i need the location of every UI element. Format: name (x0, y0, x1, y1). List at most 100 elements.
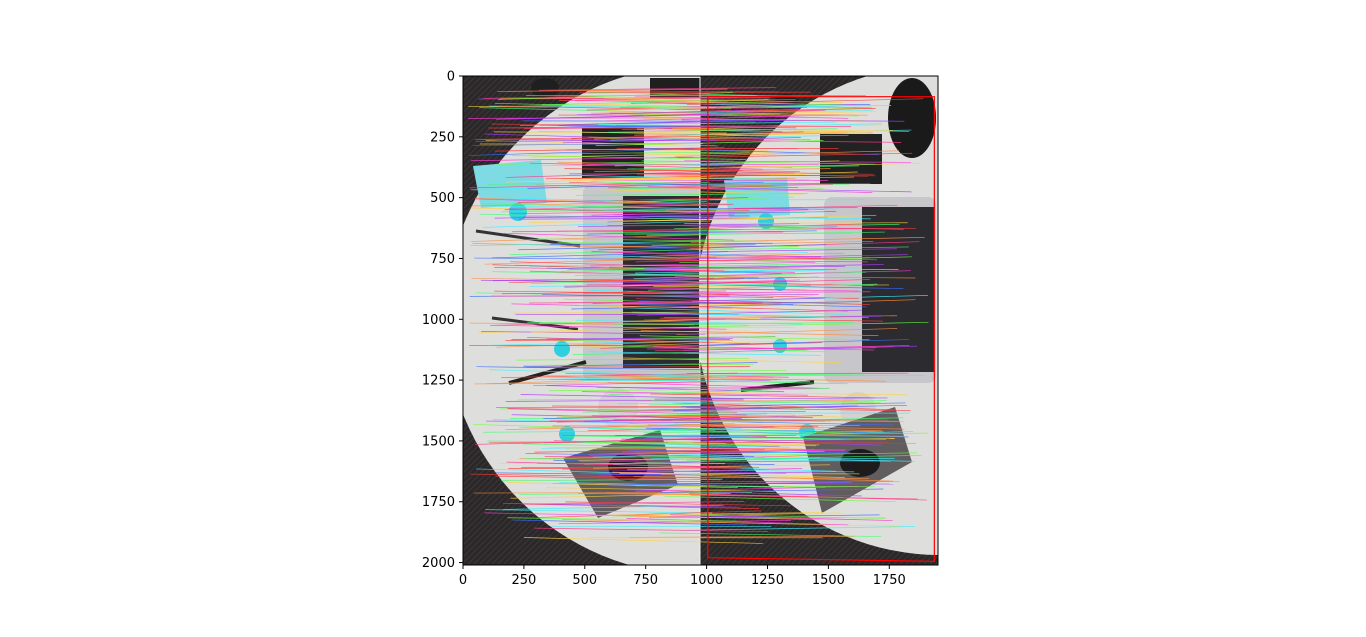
match-line (591, 414, 813, 418)
match-line (633, 476, 870, 480)
match-line (560, 370, 787, 373)
match-line (660, 474, 894, 482)
match-line (630, 103, 871, 105)
match-line (659, 317, 883, 322)
match-line (558, 520, 792, 525)
match-line (527, 321, 749, 326)
match-line (492, 277, 715, 282)
match-line (471, 277, 700, 283)
match-line (616, 252, 844, 260)
match-line (626, 518, 849, 526)
match-line (540, 376, 778, 381)
match-line (674, 150, 900, 157)
match-line (616, 183, 850, 190)
match-line (578, 456, 799, 461)
match-line (588, 136, 811, 140)
match-line (663, 315, 898, 318)
match-line (686, 246, 909, 251)
match-line (546, 487, 775, 492)
match-line (644, 264, 884, 270)
match-line (594, 435, 828, 440)
match-line (654, 397, 888, 400)
match-line (509, 248, 734, 256)
match-line (485, 140, 718, 147)
match-line (474, 197, 700, 205)
match-line (529, 162, 763, 170)
match-line (469, 322, 695, 326)
match-line (488, 181, 710, 185)
match-line (511, 155, 746, 160)
match-line (508, 467, 743, 469)
match-line (491, 251, 729, 259)
match-line (561, 412, 792, 417)
match-line (679, 256, 912, 263)
match-line (513, 311, 746, 314)
match-line (606, 114, 840, 122)
match-line (635, 256, 870, 263)
match-line (598, 244, 827, 251)
match-line (674, 270, 911, 277)
match-line (557, 161, 792, 168)
match-line (572, 349, 808, 356)
match-line (676, 328, 898, 335)
match-line (581, 175, 811, 181)
match-line (690, 299, 916, 307)
match-line (496, 339, 733, 348)
match-line (611, 512, 842, 518)
homography-box (707, 96, 935, 562)
match-line (607, 382, 829, 389)
match-line (474, 257, 698, 260)
match-lines (468, 87, 929, 544)
match-line (618, 307, 846, 315)
match-line (620, 287, 860, 292)
x-axis: 0 250 500 750 1000 1250 1500 1750 (459, 565, 906, 588)
match-line (571, 304, 794, 310)
y-tick-label: 1750 (422, 495, 455, 510)
match-line (648, 400, 887, 406)
match-line (607, 446, 847, 451)
match-line (523, 362, 758, 367)
match-line (635, 486, 858, 492)
match-line (690, 237, 925, 243)
match-line (570, 188, 803, 195)
match-line (481, 331, 706, 335)
marker-3 (559, 426, 575, 442)
match-line (585, 442, 817, 447)
matched-image (463, 76, 938, 565)
match-line (591, 251, 821, 258)
match-line (624, 232, 852, 235)
match-line (660, 488, 884, 493)
match-line (603, 357, 841, 364)
match-line (550, 242, 773, 245)
match-line (516, 358, 750, 361)
match-line (619, 176, 854, 180)
match-line (497, 88, 728, 92)
match-line (684, 160, 912, 163)
match-line (594, 168, 831, 172)
match-line (495, 324, 727, 330)
match-line (501, 478, 723, 482)
match-line (686, 407, 911, 412)
x-tick-label: 0 (459, 573, 467, 588)
x-tick-label: 1500 (812, 573, 845, 588)
match-line (587, 230, 817, 235)
match-line (506, 461, 730, 468)
match-line (643, 99, 872, 107)
match-line (494, 147, 725, 152)
y-tick-label: 250 (430, 130, 455, 145)
x-tick-label: 1750 (873, 573, 906, 588)
match-line (629, 426, 854, 434)
match-line (504, 203, 734, 210)
match-line (684, 222, 908, 224)
match-line (517, 197, 749, 203)
match-line (681, 119, 905, 122)
match-line (635, 298, 870, 305)
match-line (472, 243, 711, 249)
match-line (638, 300, 867, 308)
match-line (524, 125, 763, 130)
match-line (650, 393, 876, 399)
match-line (609, 378, 848, 385)
match-line (476, 366, 705, 371)
match-line (643, 112, 868, 116)
match-line (524, 454, 751, 460)
